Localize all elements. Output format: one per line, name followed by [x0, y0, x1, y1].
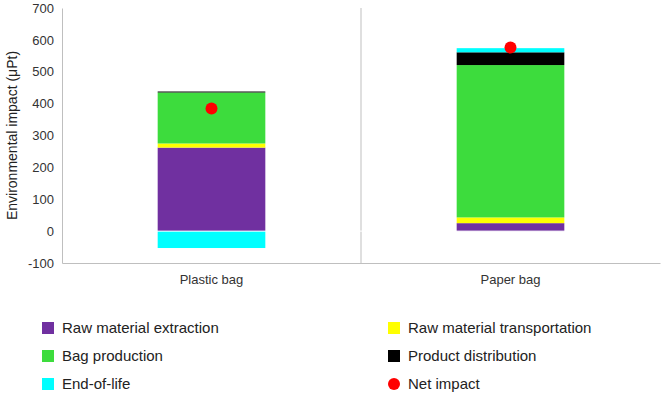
scatter-series: [206, 42, 517, 115]
bar-segment: [457, 223, 565, 231]
legend-label: Product distribution: [408, 347, 536, 364]
bar-segment: [158, 91, 266, 93]
bar-segment: [457, 217, 565, 223]
x-tick-label: Paper bag: [481, 272, 541, 287]
y-axis-title: Environmental impact (μPt): [4, 51, 20, 220]
net-impact-point: [505, 42, 517, 54]
y-tick: 600: [32, 33, 62, 48]
legend: Raw material extraction Raw material tran…: [42, 319, 591, 392]
x-tick: Paper bag: [481, 263, 541, 287]
bar-series: [158, 48, 565, 248]
legend-item: Bag production: [42, 347, 163, 364]
bar-series: [158, 52, 565, 92]
legend-label: Net impact: [408, 375, 481, 392]
legend-item: Product distribution: [388, 347, 536, 364]
zero-line: [62, 231, 660, 232]
y-tick-label: 0: [47, 224, 54, 239]
legend-label: Raw material extraction: [62, 319, 219, 336]
legend-item: Raw material extraction: [42, 319, 219, 336]
y-tick-label: -100: [28, 256, 54, 271]
legend-key: [42, 350, 54, 362]
y-tick: 300: [32, 128, 62, 143]
y-tick-label: 400: [32, 96, 54, 111]
y-tick: 100: [32, 192, 62, 207]
legend-key: [388, 350, 400, 362]
x-axis: Plastic bag Paper bag: [63, 263, 661, 287]
marks: [62, 42, 660, 248]
net-impact-point: [206, 102, 218, 114]
y-tick-label: 600: [32, 33, 54, 48]
x-tick: Plastic bag: [180, 263, 244, 287]
y-axis-line: [62, 9, 63, 264]
y-tick-label: 700: [32, 1, 54, 16]
plot-area: -100 0 100 200 300 400 500 600 700 Plastic bag Pap…: [28, 1, 661, 288]
bar-segment: [457, 52, 565, 65]
legend-key: [388, 322, 400, 334]
legend-item: Raw material transportation: [388, 319, 591, 336]
chart: -100 0 100 200 300 400 500 600 700 Plastic bag Pap…: [0, 0, 664, 408]
legend-key: [42, 378, 54, 390]
legend-label: End-of-life: [62, 375, 130, 392]
bar-segment: [158, 148, 266, 232]
bar-segment: [158, 143, 266, 147]
x-axis-line: [63, 263, 661, 264]
y-tick: 500: [32, 64, 62, 79]
y-tick: -100: [28, 256, 62, 271]
category-separator: [361, 8, 362, 263]
bar-segment: [457, 65, 565, 217]
bar-segment: [158, 92, 266, 143]
legend-item: Net impact: [388, 375, 481, 392]
legend-label: Raw material transportation: [408, 319, 591, 336]
legend-item: End-of-life: [42, 375, 130, 392]
y-tick: 700: [32, 1, 62, 16]
legend-key: [388, 378, 400, 390]
y-tick-label: 300: [32, 128, 54, 143]
legend-key: [42, 322, 54, 334]
x-tick-label: Plastic bag: [180, 272, 244, 287]
y-tick-label: 200: [32, 160, 54, 175]
y-tick: 400: [32, 96, 62, 111]
y-axis: -100 0 100 200 300 400 500 600 700: [28, 1, 63, 271]
bar-segment: [158, 231, 266, 248]
y-tick-label: 100: [32, 192, 54, 207]
bar-series: [158, 65, 565, 217]
y-tick-label: 500: [32, 64, 54, 79]
legend-label: Bag production: [62, 347, 163, 364]
y-tick: 200: [32, 160, 62, 175]
y-tick: 0: [47, 224, 62, 239]
